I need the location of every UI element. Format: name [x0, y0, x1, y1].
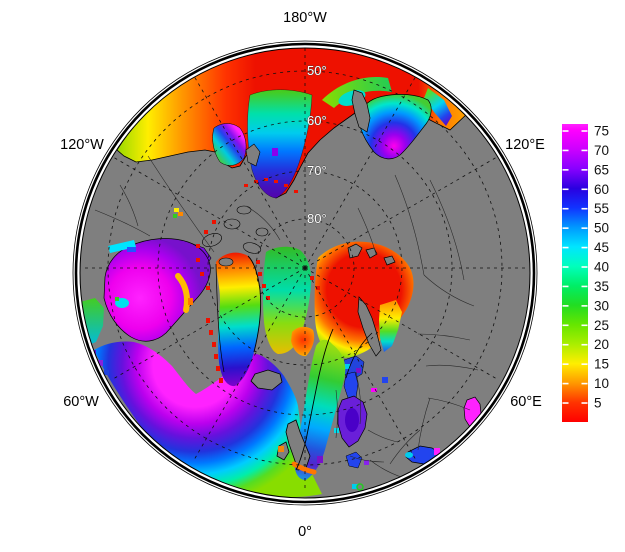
- labrador-purple-dot2: [98, 360, 103, 366]
- colorbar-ticks: [562, 130, 588, 404]
- lake-blue-dot: [382, 377, 388, 383]
- longitude-label-120w: 120°W: [60, 137, 104, 153]
- map-rim: [72, 40, 538, 506]
- norton-pocket: [212, 123, 247, 166]
- latitude-label-60: 60°: [307, 113, 327, 128]
- colorbar-tick-label: 70: [594, 143, 609, 158]
- baffin-east-coast: [215, 263, 225, 373]
- skagerrak-purple-dot: [317, 456, 323, 463]
- kamchatka-peninsula: [351, 89, 371, 133]
- ireland-orange-spot: [278, 446, 284, 452]
- baltic-dark-core: [345, 408, 359, 432]
- latitude-label-70: 70°: [307, 163, 327, 178]
- colorbar-tick-label: 55: [594, 201, 609, 216]
- med-cyan-dot: [352, 484, 358, 489]
- sea-of-okhotsk: [357, 94, 432, 160]
- baltic-magenta-dash: [371, 388, 377, 392]
- novaya-zemlya: [357, 296, 382, 357]
- greenland-west-coast: [247, 255, 262, 353]
- iceland: [250, 369, 283, 391]
- colorbar: 75 70 65 60 55 50 45 40 35 30 25 20 15 10 5: [562, 124, 609, 422]
- hudson-yellow-arc: [175, 273, 190, 313]
- map-disk: 50° 60° 70° 80°: [80, 48, 530, 498]
- longitude-label-60w: 60°W: [63, 394, 99, 410]
- latitude-label-80: 80°: [307, 211, 327, 226]
- white-sea-purple: [356, 368, 361, 373]
- colorbar-tick-label: 20: [594, 337, 609, 352]
- colorbar-tick-labels: 75 70 65 60 55 50 45 40 35 30 25 20 15 10 5: [594, 124, 609, 411]
- lancaster-blue-bit: [127, 247, 136, 252]
- colorbar-tick-label: 30: [594, 298, 609, 313]
- colorbar-tick-label: 65: [594, 162, 609, 177]
- davis-strait-strip: [216, 252, 261, 387]
- english-channel-orange: [291, 461, 317, 475]
- colorbar-tick-label: 60: [594, 182, 609, 197]
- kuril-edge-strip: [424, 88, 452, 126]
- colorbar-tick-label: 75: [594, 124, 609, 139]
- black-sea-cyan-tip: [405, 452, 413, 458]
- greenland-sea-strip: [262, 246, 312, 354]
- lancaster-cyan-strip: [108, 240, 136, 253]
- kara-sea-bands: [379, 300, 402, 352]
- archipelago-speck-cluster: [173, 208, 183, 218]
- hudson-green-dot: [115, 297, 119, 301]
- black-sea-magenta-dot: [434, 448, 440, 455]
- hudson-orange-dash: [188, 298, 193, 305]
- arctic-archipelago-islands: [202, 205, 269, 267]
- norwegian-sea-orange-tongue: [291, 326, 315, 357]
- colorbar-tick-label: 35: [594, 279, 609, 294]
- colorbar-tick-label: 50: [594, 221, 609, 236]
- svalbard-islands: [347, 243, 396, 266]
- labrador-blue-dot: [104, 370, 109, 375]
- colorbar-tick-label: 10: [594, 376, 609, 391]
- colorbar-tick-label: 40: [594, 260, 609, 275]
- latitude-label-50: 50°: [307, 63, 327, 78]
- seward-land-sliver: [245, 143, 261, 167]
- aegean-purple-dot: [364, 460, 369, 465]
- white-sea-cyan: [345, 364, 350, 369]
- colorbar-tick-label: 25: [594, 318, 609, 333]
- bering-purple-dot: [272, 148, 278, 156]
- norwegian-coastal-band: [294, 339, 346, 480]
- longitude-label-180w: 180°W: [283, 10, 327, 26]
- longitude-label-0: 0°: [298, 524, 312, 540]
- med-green-ring: [356, 483, 364, 491]
- colorbar-gradient-bar: [562, 124, 588, 422]
- coastal-red-specks: [196, 178, 320, 383]
- colorbar-tick-label: 45: [594, 240, 609, 255]
- graticule: [83, 48, 527, 490]
- longitude-label-60e: 60°E: [510, 394, 542, 410]
- colorbar-tick-label: 15: [594, 357, 609, 372]
- longitude-label-120e: 120°E: [505, 137, 545, 153]
- colorbar-tick-label: 5: [594, 396, 602, 411]
- hudson-bay: [103, 238, 211, 342]
- country-borders: [94, 155, 479, 479]
